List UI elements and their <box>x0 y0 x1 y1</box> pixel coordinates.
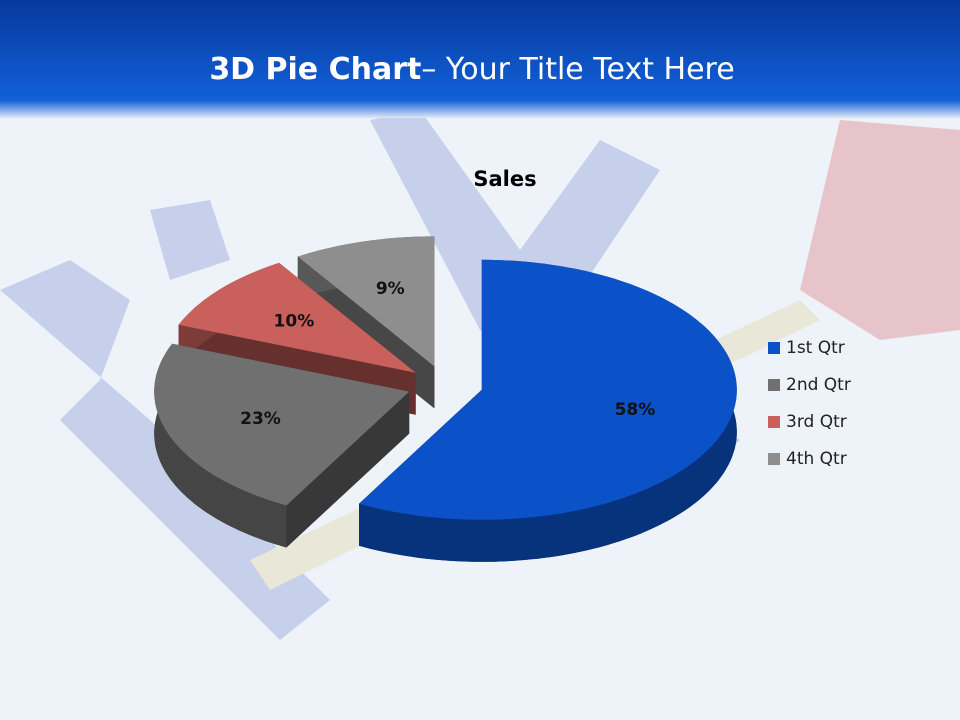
data-label: 9% <box>376 279 405 299</box>
slice-outer-wall <box>154 343 287 548</box>
slice-outer-wall <box>359 259 737 562</box>
legend-swatch <box>768 342 780 354</box>
legend-swatch <box>768 416 780 428</box>
legend-label: 2nd Qtr <box>786 375 851 395</box>
slide-title: 3D Pie Chart– Your Title Text Here <box>209 52 734 87</box>
data-label: 23% <box>240 409 281 429</box>
slice: 23% <box>154 343 410 548</box>
legend-swatch <box>768 379 780 391</box>
data-label: 58% <box>615 400 656 420</box>
legend-label: 3rd Qtr <box>786 412 847 432</box>
legend-label: 1st Qtr <box>786 338 845 358</box>
slice-top <box>178 262 416 373</box>
legend-swatch <box>768 453 780 465</box>
data-label: 10% <box>274 311 315 331</box>
legend-label: 4th Qtr <box>786 449 847 469</box>
header-band <box>0 0 960 118</box>
slice-top <box>297 236 435 367</box>
slice-radial-wall <box>286 391 410 548</box>
slice-top <box>359 259 737 520</box>
chart-title: Sales <box>473 167 536 191</box>
slide-title-rest: – Your Title Text Here <box>421 52 734 87</box>
slice-top <box>154 343 410 506</box>
slide-title-bold: 3D Pie Chart <box>209 52 421 87</box>
slice: 58% <box>359 259 737 562</box>
